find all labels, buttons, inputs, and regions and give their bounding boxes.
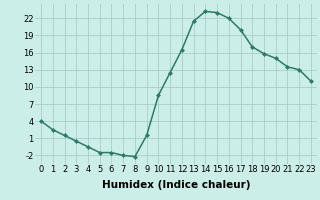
X-axis label: Humidex (Indice chaleur): Humidex (Indice chaleur)	[102, 180, 250, 190]
